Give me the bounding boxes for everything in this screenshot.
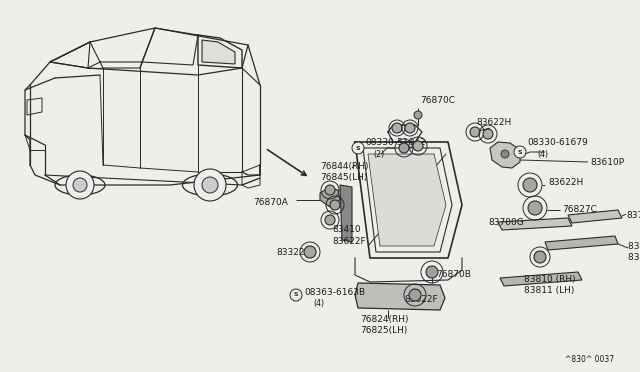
Circle shape — [470, 127, 480, 137]
Polygon shape — [355, 283, 445, 310]
Text: 08363-6163B: 08363-6163B — [304, 288, 365, 297]
Text: 76870B: 76870B — [436, 270, 471, 279]
Text: 83622H: 83622H — [548, 178, 583, 187]
Text: 76870A: 76870A — [253, 198, 288, 207]
Circle shape — [194, 169, 226, 201]
Text: 83811 (LH): 83811 (LH) — [524, 286, 574, 295]
Circle shape — [325, 215, 335, 225]
Circle shape — [514, 146, 526, 158]
Text: (4): (4) — [313, 299, 324, 308]
Polygon shape — [545, 236, 618, 250]
Circle shape — [352, 142, 364, 154]
Text: (2): (2) — [373, 150, 384, 159]
Text: 83816 (RH): 83816 (RH) — [628, 242, 640, 251]
Text: 76825(LH): 76825(LH) — [360, 326, 408, 335]
Ellipse shape — [182, 174, 237, 196]
Polygon shape — [490, 142, 520, 168]
Text: S: S — [518, 150, 522, 154]
Text: 83410: 83410 — [332, 225, 360, 234]
Text: 08330-51042: 08330-51042 — [365, 138, 426, 147]
Text: 76824(RH): 76824(RH) — [360, 315, 408, 324]
Polygon shape — [500, 272, 582, 286]
Polygon shape — [368, 154, 446, 246]
Text: 76845(LH): 76845(LH) — [320, 173, 367, 182]
Text: 76870C: 76870C — [420, 96, 455, 105]
Polygon shape — [340, 185, 352, 242]
Circle shape — [414, 111, 422, 119]
Text: 76827C: 76827C — [562, 205, 597, 214]
Circle shape — [409, 289, 421, 301]
Text: ^830^ 0037: ^830^ 0037 — [565, 355, 614, 364]
Polygon shape — [320, 188, 340, 207]
Text: 83810 (RH): 83810 (RH) — [524, 275, 575, 284]
Circle shape — [66, 171, 94, 199]
Text: S: S — [356, 145, 360, 151]
Text: 83817 (LH): 83817 (LH) — [628, 253, 640, 262]
Polygon shape — [498, 218, 572, 230]
Text: 83322P: 83322P — [276, 248, 310, 257]
Circle shape — [426, 266, 438, 278]
Text: 83622H: 83622H — [476, 118, 511, 127]
Circle shape — [399, 143, 409, 153]
Polygon shape — [568, 210, 622, 223]
Text: 83622F: 83622F — [332, 237, 365, 246]
Circle shape — [290, 289, 302, 301]
Circle shape — [528, 201, 542, 215]
Circle shape — [534, 251, 546, 263]
Circle shape — [413, 141, 423, 151]
Circle shape — [325, 185, 335, 195]
Text: S: S — [294, 292, 298, 298]
Text: 08330-61679: 08330-61679 — [527, 138, 588, 147]
Circle shape — [330, 200, 340, 210]
Text: 83622F: 83622F — [404, 295, 438, 304]
Circle shape — [405, 123, 415, 133]
Text: (4): (4) — [537, 150, 548, 159]
Circle shape — [523, 178, 537, 192]
Circle shape — [501, 150, 509, 158]
Polygon shape — [202, 40, 235, 64]
Circle shape — [392, 123, 402, 133]
Ellipse shape — [55, 175, 105, 195]
Text: 83700F: 83700F — [626, 211, 640, 220]
Circle shape — [304, 246, 316, 258]
Text: 76844(RH): 76844(RH) — [320, 162, 369, 171]
Circle shape — [73, 178, 87, 192]
Text: 83610P: 83610P — [590, 158, 624, 167]
Circle shape — [483, 129, 493, 139]
Text: 83700G: 83700G — [488, 218, 524, 227]
Circle shape — [202, 177, 218, 193]
